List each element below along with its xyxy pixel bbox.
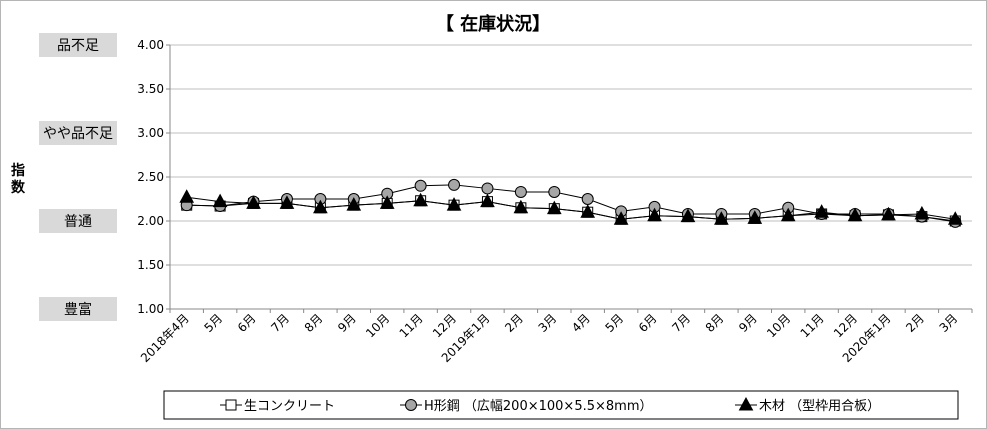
x-tick-label: 3月 xyxy=(937,311,961,335)
x-tick-label: 5月 xyxy=(201,311,225,335)
x-tick-label: 11月 xyxy=(397,311,426,340)
series-lines xyxy=(179,178,963,228)
x-tick-label: 2月 xyxy=(502,311,526,335)
level-label: 豊富 xyxy=(64,301,92,318)
y-tick-label: 3.00 xyxy=(137,126,164,140)
legend-entry: 木材 （型枠用合板） xyxy=(759,399,880,414)
series-line xyxy=(186,184,956,223)
data-point-circle xyxy=(414,179,427,192)
data-point-circle xyxy=(481,182,494,195)
y-tick-label: 4.00 xyxy=(137,38,164,52)
legend-entry: 生コンクリート xyxy=(244,399,335,414)
level-label-box xyxy=(39,121,117,145)
x-tick-label: 9月 xyxy=(736,311,760,335)
x-tick-label: 2月 xyxy=(903,311,927,335)
legend-entry: H形鋼 （広幅200×100×5.5×8mm） xyxy=(424,399,652,414)
data-point-circle xyxy=(448,178,461,191)
x-tick-label: 11月 xyxy=(798,311,827,340)
data-point-triangle xyxy=(480,193,495,208)
data-point-triangle xyxy=(914,205,930,220)
series-line xyxy=(186,196,956,220)
x-tick-label: 7月 xyxy=(669,311,693,335)
data-point-triangle xyxy=(647,207,662,222)
y-axis-label-char: 指 xyxy=(11,162,25,179)
x-tick-label: 2018年4月 xyxy=(138,311,192,365)
data-point-triangle xyxy=(546,200,562,215)
x-tick-label: 5月 xyxy=(602,311,626,335)
x-tick-label: 3月 xyxy=(536,311,560,335)
y-tick-label: 3.50 xyxy=(137,82,164,96)
y-axis-label-char: 数 xyxy=(11,179,26,196)
data-point-triangle xyxy=(680,208,696,223)
chart-title: 【 在庫状況】 xyxy=(436,13,550,35)
data-point-triangle xyxy=(346,197,362,211)
level-label-box xyxy=(39,209,117,233)
data-point-circle xyxy=(548,185,561,198)
legend-marker-circle xyxy=(405,399,417,411)
data-point-triangle xyxy=(613,211,629,225)
data-point-circle xyxy=(514,185,527,198)
x-tick-label: 12月 xyxy=(430,311,459,340)
data-point-triangle xyxy=(714,211,729,225)
x-tick-label: 9月 xyxy=(335,311,359,335)
y-tick-label: 1.50 xyxy=(137,258,164,272)
data-point-triangle xyxy=(947,211,963,225)
x-tick-label: 8月 xyxy=(703,311,727,335)
legend: 生コンクリート H形鋼 （広幅200×100×5.5×8mm） 木材 （型枠用合板） xyxy=(163,390,959,420)
series-circle xyxy=(180,178,962,228)
data-point-circle xyxy=(581,193,594,205)
data-point-triangle xyxy=(179,189,195,203)
data-point-triangle xyxy=(246,195,261,209)
x-tick-label: 7月 xyxy=(268,311,292,335)
data-point-triangle xyxy=(279,195,295,209)
x-tick-label: 12月 xyxy=(831,311,860,340)
level-label: 品不足 xyxy=(57,38,99,54)
data-point-triangle xyxy=(513,199,529,214)
data-point-triangle xyxy=(446,197,462,211)
level-label: 普通 xyxy=(64,214,92,230)
level-label-box xyxy=(39,297,117,321)
gridlines xyxy=(170,44,972,266)
data-point-triangle xyxy=(780,207,796,222)
x-tick-label: 10月 xyxy=(363,311,392,340)
data-point-triangle xyxy=(847,207,863,222)
data-point-triangle xyxy=(313,199,328,214)
legend-marker-square xyxy=(225,399,237,411)
axes xyxy=(166,44,973,313)
y-tick-label: 2.50 xyxy=(137,170,164,184)
level-label: やや品不足 xyxy=(43,126,113,142)
y-axis-label: 指数 xyxy=(11,162,26,196)
x-tick-label: 8月 xyxy=(302,311,326,335)
data-point-triangle xyxy=(413,192,428,207)
level-label-box xyxy=(39,33,117,57)
legend-marker-triangle xyxy=(738,396,754,411)
x-tick-label: 4月 xyxy=(569,311,593,335)
x-tick-label: 6月 xyxy=(636,311,660,335)
y-tick-label: 1.00 xyxy=(137,302,164,316)
y-tick-labels: 1.00 1.50 2.00 2.50 3.00 3.50 4.00 xyxy=(137,38,164,316)
data-point-triangle xyxy=(881,206,896,221)
data-point-triangle xyxy=(580,204,596,218)
data-point-triangle xyxy=(747,210,763,224)
x-tick-label: 10月 xyxy=(764,311,793,340)
series-triangle xyxy=(179,189,963,225)
data-point-triangle xyxy=(379,195,395,209)
data-point-triangle xyxy=(814,204,829,218)
x-tick-label: 6月 xyxy=(235,311,259,335)
legend-box xyxy=(163,390,959,420)
y-tick-label: 2.00 xyxy=(137,214,164,228)
data-point-triangle xyxy=(212,193,228,208)
